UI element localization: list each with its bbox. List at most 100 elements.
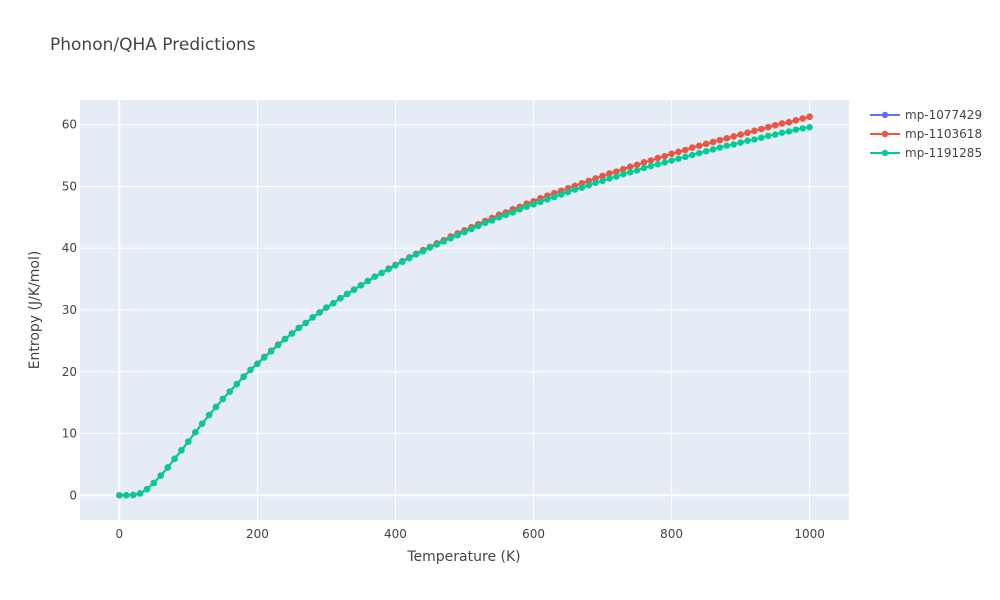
data-point [564, 188, 572, 196]
data-point [454, 232, 461, 239]
data-point [440, 238, 447, 245]
data-point [661, 159, 668, 166]
data-point [675, 155, 682, 162]
legend-item[interactable]: mp-1077429 [870, 108, 982, 122]
data-point [309, 314, 316, 321]
data-point [765, 123, 772, 131]
y-tick-label: 40 [62, 241, 77, 255]
grid [80, 100, 849, 520]
data-point [475, 222, 482, 230]
data-point [599, 172, 606, 180]
data-point [702, 148, 710, 155]
x-tick-label: 800 [660, 527, 683, 541]
data-point [578, 184, 586, 191]
data-point [633, 161, 641, 169]
data-point [254, 360, 261, 367]
data-point [737, 131, 744, 138]
x-tick-label: 200 [246, 527, 269, 541]
data-point [461, 228, 468, 236]
data-point [571, 186, 579, 193]
data-point [302, 319, 309, 327]
data-point [433, 241, 441, 248]
data-point [592, 179, 599, 186]
data-point [226, 388, 233, 395]
data-point [633, 167, 641, 174]
data-point [647, 162, 655, 170]
data-point [392, 262, 399, 269]
data-point [261, 354, 268, 361]
data-point [606, 175, 613, 182]
data-point [716, 136, 724, 144]
data-point [412, 251, 420, 258]
data-point [537, 198, 544, 206]
data-point [668, 150, 675, 157]
data-point [516, 206, 523, 213]
data-point [758, 134, 765, 141]
data-point [758, 125, 765, 133]
data-point [399, 258, 406, 266]
data-point [778, 120, 786, 127]
data-point [613, 173, 620, 180]
data-point [806, 113, 813, 120]
chart-title: Phonon/QHA Predictions [50, 35, 256, 55]
data-point [640, 159, 648, 166]
legend-swatch-marker [881, 130, 889, 138]
legend-swatch-marker [881, 149, 889, 157]
data-point [551, 193, 558, 201]
data-point [620, 165, 627, 173]
data-point [357, 282, 365, 289]
data-point [316, 309, 323, 316]
data-point [723, 135, 731, 142]
data-point [682, 146, 689, 154]
data-point [751, 136, 758, 143]
data-point [785, 119, 793, 126]
data-point [219, 395, 227, 403]
legend-item[interactable]: mp-1103618 [870, 127, 982, 141]
data-point [323, 304, 330, 311]
data-point [702, 140, 710, 148]
data-point [544, 196, 551, 203]
data-point [620, 170, 627, 178]
series-mp-1191285 [116, 123, 813, 499]
x-tick-label: 0 [116, 527, 124, 541]
data-point [557, 191, 565, 198]
data-point [143, 485, 151, 493]
data-point [675, 148, 682, 156]
legend-item[interactable]: mp-1191285 [870, 146, 982, 160]
y-tick-label: 50 [62, 179, 77, 193]
data-point [689, 144, 696, 151]
data-point [771, 131, 779, 138]
data-point [178, 447, 185, 454]
data-point [792, 126, 800, 133]
y-tick-label: 10 [62, 427, 77, 441]
data-point [281, 335, 289, 343]
data-point [502, 211, 510, 219]
data-point [164, 464, 171, 471]
data-point [129, 491, 137, 499]
data-point [709, 146, 717, 153]
data-point [295, 324, 303, 332]
data-point [171, 455, 178, 463]
data-point [150, 479, 158, 487]
data-point [654, 161, 661, 168]
data-point [447, 235, 454, 242]
data-point [599, 177, 606, 185]
x-tick-label: 400 [384, 527, 407, 541]
legend-label: mp-1077429 [905, 108, 982, 122]
data-point [530, 201, 537, 208]
data-point [482, 219, 489, 227]
data-point [585, 182, 592, 189]
data-point [350, 286, 358, 293]
data-point [765, 132, 772, 140]
data-point [792, 117, 800, 124]
data-point [606, 170, 613, 177]
data-point [488, 217, 496, 224]
data-point [212, 403, 220, 411]
data-point [330, 300, 337, 307]
data-point [730, 133, 737, 140]
data-point [744, 137, 751, 144]
data-point [744, 129, 751, 136]
data-point [495, 214, 503, 221]
data-point [378, 269, 385, 277]
